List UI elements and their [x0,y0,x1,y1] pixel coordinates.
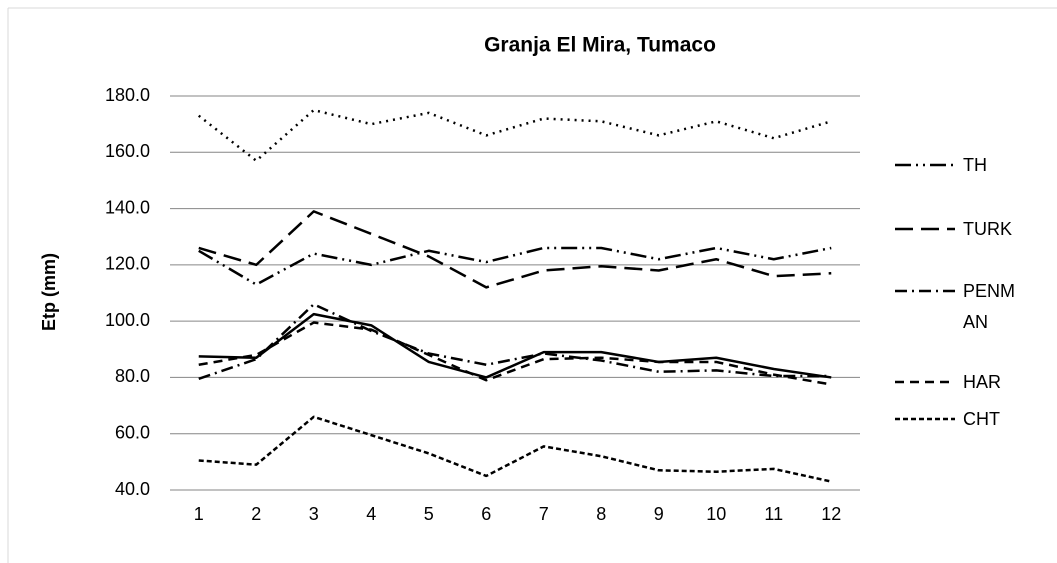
legend-label: TURK [963,219,1012,239]
y-tick-label: 120.0 [105,254,150,274]
data-line [198,321,832,386]
data-line [198,312,832,379]
x-tick-label: 7 [539,504,549,524]
y-tick-label: 100.0 [105,310,150,330]
y-tick-label: 80.0 [115,366,150,386]
legend-label: PENMAN [963,281,1016,332]
y-axis-label: Etp (mm) [39,253,59,331]
x-tick-label: 6 [481,504,491,524]
x-tick-label: 1 [194,504,204,524]
x-tick-label: 9 [654,504,664,524]
x-tick-label: 12 [821,504,841,524]
legend-label: HAR [963,372,1002,392]
chart-title: Granja El Mira, Tumaco [484,34,716,57]
data-line [197,108,832,162]
y-tick-label: 40.0 [115,479,150,499]
y-tick-label: 160.0 [105,141,150,161]
x-tick-label: 11 [764,504,783,524]
data-line [198,303,832,381]
x-tick-label: 2 [251,504,261,524]
x-tick-label: 8 [596,504,606,524]
y-tick-label: 60.0 [115,422,150,442]
data-line [198,415,832,483]
legend-label: CHT [963,409,1000,429]
data-line [198,246,832,286]
x-tick-label: 5 [424,504,434,524]
x-tick-label: 10 [706,504,726,524]
data-line [198,210,832,289]
y-tick-label: 180.0 [105,85,150,105]
x-tick-label: 4 [366,504,376,524]
x-tick-label: 3 [309,504,319,524]
y-tick-label: 140.0 [105,197,150,217]
legend-label: TH [963,155,987,175]
